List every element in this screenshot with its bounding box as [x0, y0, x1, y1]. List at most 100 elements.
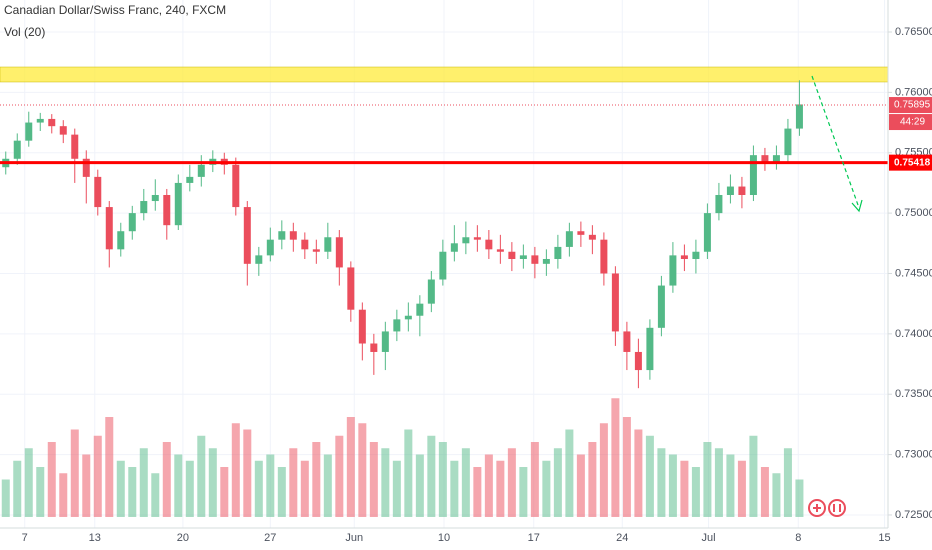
- price-axis-panel: [888, 0, 932, 550]
- volume-bar: [450, 460, 459, 517]
- candle-body: [485, 239, 493, 250]
- volume-layer: [1, 398, 804, 517]
- volume-bar: [139, 448, 148, 517]
- volume-bar: [289, 448, 298, 517]
- volume-bar: [519, 467, 528, 517]
- candle-body: [439, 251, 447, 280]
- y-tick-label: 0.72500: [895, 509, 932, 521]
- candle-body: [772, 155, 780, 163]
- volume-bar: [737, 460, 746, 517]
- candle-body: [795, 104, 803, 129]
- candle-body: [117, 231, 125, 250]
- volume-bar: [335, 435, 344, 517]
- candle-body: [726, 186, 734, 195]
- volume-bar: [473, 467, 482, 517]
- volume-bar: [530, 442, 539, 517]
- candle-body: [82, 158, 90, 177]
- volume-bar: [438, 442, 447, 517]
- countdown-box: [889, 114, 932, 131]
- candle-body: [151, 194, 159, 202]
- countdown-label: 44:29: [900, 117, 925, 128]
- candle-body: [13, 140, 21, 159]
- chart-controls[interactable]: [808, 499, 846, 517]
- level-label: 0.75418: [894, 157, 931, 168]
- y-tick-label: 0.76500: [895, 26, 932, 38]
- y-tick-label: 0.74500: [895, 267, 932, 279]
- chart-title: Canadian Dollar/Swiss Franc, 240, FXCM: [4, 3, 226, 17]
- x-tick-label: 24: [616, 532, 628, 544]
- volume-bar: [657, 448, 666, 517]
- candle-body: [416, 303, 424, 316]
- price-label: 0.75895: [894, 100, 931, 111]
- volume-bar: [703, 442, 712, 517]
- candle-body: [347, 267, 355, 310]
- overlay-layer: [0, 104, 888, 165]
- candle-body: [324, 237, 332, 252]
- candle-body: [611, 273, 619, 332]
- candle-body: [128, 213, 136, 232]
- volume-bar: [266, 454, 275, 517]
- candle-body: [266, 239, 274, 256]
- volume-bar: [93, 435, 102, 517]
- candle-body: [335, 237, 343, 268]
- candle-body: [703, 213, 711, 252]
- volume-bar: [507, 448, 516, 517]
- candle-body: [289, 231, 297, 240]
- volume-bar: [795, 479, 804, 517]
- volume-bar: [105, 417, 114, 517]
- volume-bar: [323, 454, 332, 517]
- volume-bar: [599, 423, 608, 517]
- candle-body: [531, 255, 539, 264]
- candle-body: [163, 194, 171, 226]
- x-tick-label: 17: [528, 532, 540, 544]
- volume-bar: [24, 448, 33, 517]
- candle-body: [174, 182, 182, 226]
- candle-body: [646, 327, 654, 371]
- y-tick-label: 0.74000: [895, 328, 932, 340]
- candle-body: [715, 194, 723, 214]
- volume-bar: [128, 467, 137, 517]
- volume-bar: [484, 454, 493, 517]
- candle-body: [749, 155, 757, 195]
- x-tick-label: Jul: [702, 532, 716, 544]
- candle-body: [381, 331, 389, 352]
- y-tick-label: 0.76000: [895, 86, 932, 98]
- volume-bar: [680, 460, 689, 517]
- candle-body: [542, 258, 550, 264]
- candle-body: [36, 118, 44, 123]
- level-label-box: [889, 154, 932, 171]
- volume-bar: [783, 448, 792, 517]
- volume-bar: [162, 442, 171, 517]
- volume-bar: [760, 467, 769, 517]
- volume-bar: [427, 435, 436, 517]
- candle-body: [48, 118, 56, 127]
- volume-bar: [772, 473, 781, 517]
- y-tick-label: 0.75000: [895, 207, 932, 219]
- candle-body: [25, 122, 33, 141]
- candle-body: [496, 249, 504, 252]
- candle-body: [600, 239, 608, 274]
- candle-body: [370, 343, 378, 352]
- volume-bar: [461, 448, 470, 517]
- candle-body: [232, 164, 240, 208]
- candle-body: [255, 255, 263, 264]
- volume-bar: [116, 460, 125, 517]
- candle-body: [278, 231, 286, 240]
- arrow-head: [851, 199, 863, 213]
- candle-body: [473, 237, 481, 240]
- candle-body: [692, 251, 700, 259]
- volume-bar: [36, 467, 45, 517]
- volume-bar: [611, 398, 620, 517]
- volume-bar: [622, 417, 631, 517]
- volume-bar: [47, 442, 56, 517]
- candle-body: [358, 309, 366, 344]
- candle-body: [623, 331, 631, 352]
- candle-body: [669, 255, 677, 286]
- volume-bar: [197, 435, 206, 517]
- control-button[interactable]: [828, 499, 846, 517]
- candle-body: [393, 319, 401, 332]
- x-tick-label: 13: [89, 532, 101, 544]
- volume-bar: [358, 423, 367, 517]
- volume-bar: [634, 429, 643, 517]
- forecast-arrow: [811, 75, 863, 213]
